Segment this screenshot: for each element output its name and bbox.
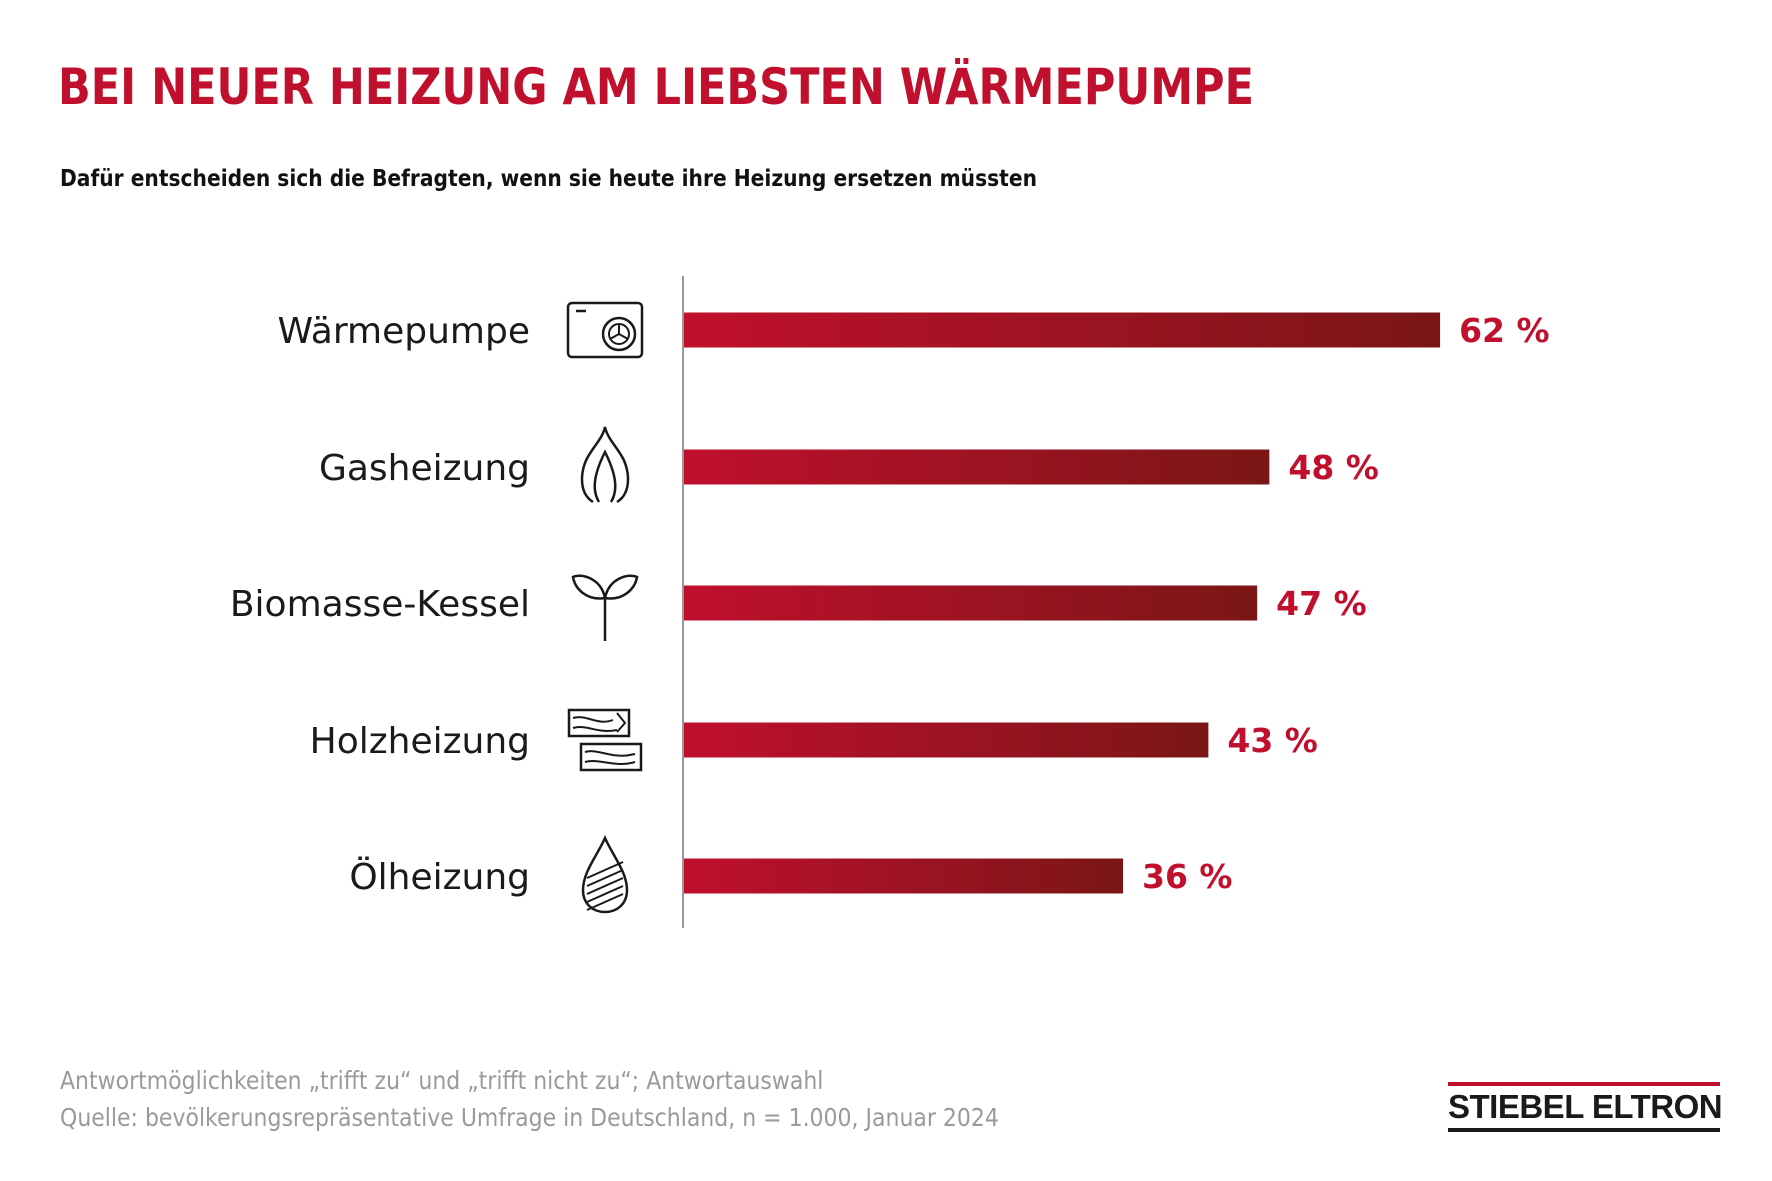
bar (684, 858, 1124, 894)
value-label: 48 % (1288, 448, 1378, 487)
value-label: 62 % (1459, 311, 1549, 350)
footnote-source: Quelle: bevölkerungsrepräsentative Umfra… (60, 1103, 999, 1132)
footnote-answer-options: Antwortmöglichkeiten „trifft zu“ und „tr… (60, 1066, 824, 1095)
bar (684, 449, 1270, 485)
logo-top-bar (1448, 1082, 1720, 1086)
category-label: Biomasse-Kessel (230, 584, 530, 625)
oil-drop-icon (581, 834, 629, 914)
stiebel-eltron-logo: STIEBEL ELTRON (1448, 1082, 1723, 1132)
heat-pump-icon (566, 301, 644, 359)
wood-logs-icon (567, 708, 643, 772)
category-label: Gasheizung (319, 448, 530, 489)
logo-bottom-bar (1448, 1128, 1720, 1132)
bar-chart: Wärmepumpe 62 % Gasheizung 48 % Biomasse-Kes… (230, 276, 1550, 928)
value-label: 47 % (1276, 584, 1366, 623)
chart-title: BEI NEUER HEIZUNG AM LIEBSTEN WÄRMEPUMPE (58, 58, 1254, 116)
logo-wordmark: STIEBEL ELTRON (1448, 1088, 1723, 1125)
chart-subtitle: Dafür entscheiden sich die Befragten, we… (60, 166, 1037, 192)
bar (684, 312, 1441, 348)
value-label: 43 % (1227, 721, 1317, 760)
category-label: Wärmepumpe (278, 311, 530, 352)
bar (684, 585, 1258, 621)
category-label: Ölheizung (349, 856, 530, 898)
sprout-icon (571, 574, 639, 641)
category-label: Holzheizung (310, 721, 530, 762)
bar (684, 722, 1209, 758)
value-label: 36 % (1142, 857, 1232, 896)
flame-icon (580, 426, 630, 504)
